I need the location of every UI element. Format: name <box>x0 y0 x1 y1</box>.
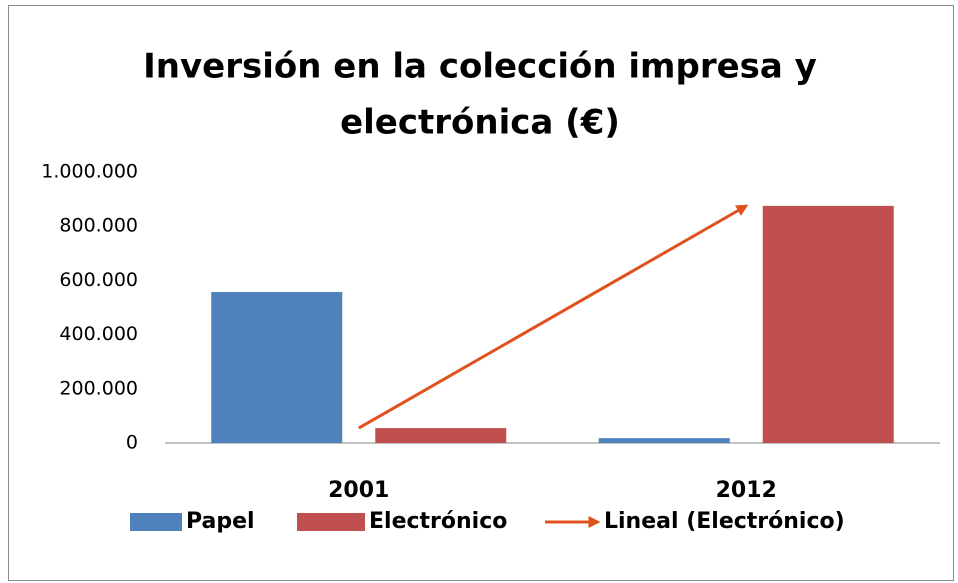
legend-swatch <box>130 513 182 531</box>
bar <box>375 428 507 443</box>
y-tick-label: 800.000 <box>59 215 138 237</box>
trendline <box>358 204 749 430</box>
legend-swatch <box>297 513 365 531</box>
legend-label: Lineal (Electrónico) <box>604 509 845 534</box>
y-tick-label: 1.000.000 <box>41 161 138 183</box>
y-tick-label: 0 <box>126 432 138 454</box>
chart-title: Inversión en la colección impresa y <box>143 47 817 87</box>
bar <box>211 292 343 443</box>
legend-label: Electrónico <box>369 509 507 534</box>
bar <box>598 438 730 443</box>
chart-title: electrónica (€) <box>340 103 620 143</box>
x-tick-label: 2001 <box>328 478 389 503</box>
x-tick-label: 2012 <box>716 478 777 503</box>
y-tick-label: 400.000 <box>59 323 138 345</box>
y-tick-label: 200.000 <box>59 377 138 399</box>
legend-label: Papel <box>186 509 255 534</box>
bar <box>762 205 894 443</box>
y-tick-label: 600.000 <box>59 269 138 291</box>
